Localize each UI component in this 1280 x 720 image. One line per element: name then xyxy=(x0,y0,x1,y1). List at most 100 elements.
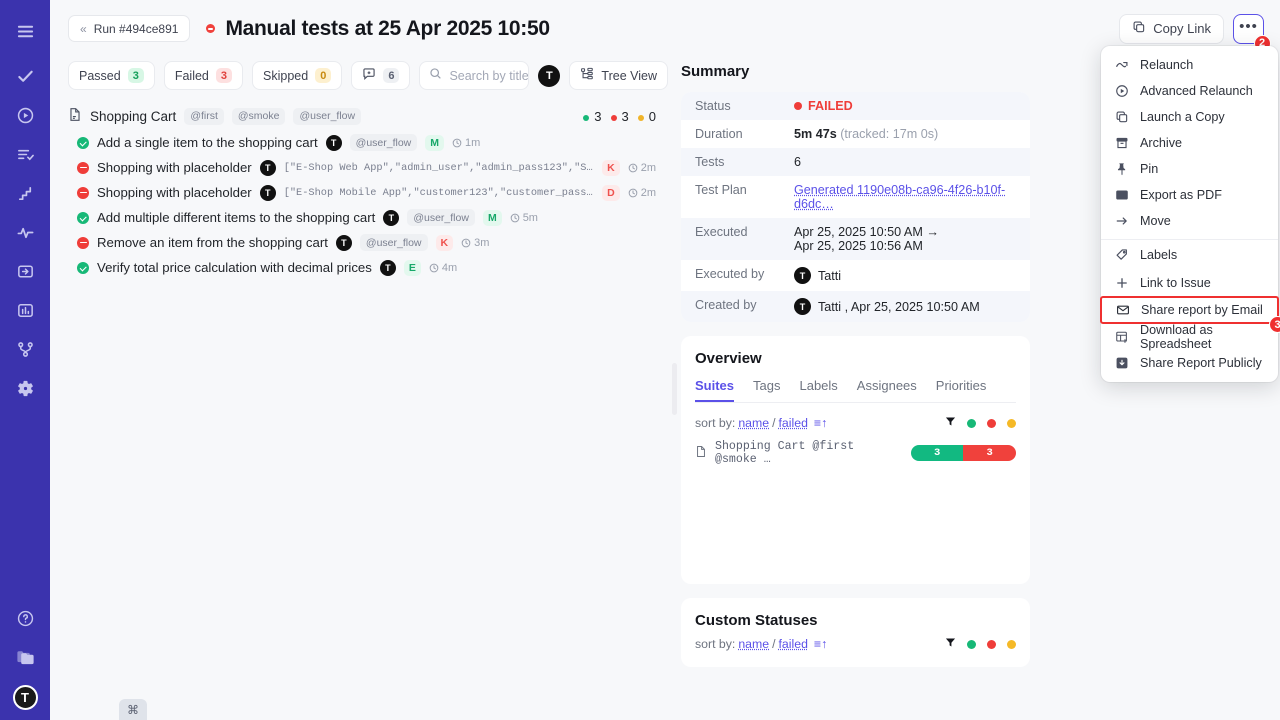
cs-sort-direction-toggle[interactable]: ≡↑ xyxy=(814,637,827,651)
more-options-menu: Relaunch Advanced Relaunch Launch a Copy Ar… xyxy=(1101,46,1278,382)
overview-tab-suites[interactable]: Suites xyxy=(695,378,734,402)
sort-by-name[interactable]: name xyxy=(738,416,769,430)
pane-divider[interactable] xyxy=(668,57,681,720)
test-row[interactable]: Verify total price calculation with deci… xyxy=(68,255,668,280)
overview-tab-labels[interactable]: Labels xyxy=(799,378,837,402)
user-avatar: T xyxy=(794,298,811,315)
copy-link-button[interactable]: Copy Link xyxy=(1119,14,1224,44)
search-input[interactable] xyxy=(449,69,529,83)
cs-filter-dot-passed[interactable] xyxy=(967,640,976,649)
overview-tab-assignees[interactable]: Assignees xyxy=(857,378,917,402)
filter-passed-label: Passed xyxy=(79,69,121,83)
user-name: Tatti , Apr 25, 2025 10:50 AM xyxy=(818,300,980,314)
tests-pane: Passed 3 Failed 3 Skipped 0 xyxy=(50,57,668,720)
filter-comments[interactable]: 6 xyxy=(351,61,410,90)
menu-item-export-as-pdf[interactable]: PDF Export as PDF xyxy=(1101,182,1278,208)
menu-item-relaunch[interactable]: Relaunch xyxy=(1101,52,1278,78)
test-duration: 2m xyxy=(628,162,656,174)
gear-icon[interactable] xyxy=(8,371,42,405)
menu-item-label: Pin xyxy=(1140,162,1158,176)
menu-icon[interactable] xyxy=(8,14,42,48)
filter-dot-failed[interactable] xyxy=(987,419,996,428)
cs-filter-dot-skipped[interactable] xyxy=(1007,640,1016,649)
test-row[interactable]: Shopping with placeholder T ["E-Shop Mobil… xyxy=(68,180,668,205)
steps-icon[interactable] xyxy=(8,176,42,210)
filter-funnel-icon[interactable] xyxy=(945,416,956,430)
filter-skipped[interactable]: Skipped 0 xyxy=(252,61,342,90)
test-plan-link[interactable]: Generated 1190e08b-ca96-4f26-b10f-d6dc… xyxy=(794,183,1005,211)
menu-item-move[interactable]: Move xyxy=(1101,208,1278,234)
suite-header[interactable]: Shopping Cart @first @smoke @user_flow 3… xyxy=(68,102,668,130)
search-box[interactable] xyxy=(419,61,529,90)
duration-value: 5m 47s xyxy=(794,127,837,141)
overview-suite-row[interactable]: Shopping Cart @first @smoke … 3 3 xyxy=(695,440,1016,466)
test-priority-badge: M xyxy=(483,210,502,226)
menu-item-link-to-issue[interactable]: Link to Issue xyxy=(1101,270,1278,296)
filter-failed[interactable]: Failed 3 xyxy=(164,61,243,90)
test-duration: 4m xyxy=(429,262,457,274)
test-status-pass-icon xyxy=(77,212,89,224)
cs-sort-by-name[interactable]: name xyxy=(738,637,769,651)
filter-passed[interactable]: Passed 3 xyxy=(68,61,155,90)
folder-icon[interactable] xyxy=(8,640,42,674)
menu-item-share-report-publicly[interactable]: Share Report Publicly xyxy=(1101,350,1278,376)
sort-by-failed[interactable]: failed xyxy=(779,416,808,430)
play-circle-icon[interactable] xyxy=(8,98,42,132)
test-row[interactable]: Remove an item from the shopping cart T @u… xyxy=(68,230,668,255)
tree-view-icon xyxy=(580,67,594,84)
menu-item-label: Move xyxy=(1140,214,1171,228)
summary-row: Executed by T Tatti xyxy=(681,260,1030,291)
branch-icon[interactable] xyxy=(8,332,42,366)
overview-filter-icons xyxy=(945,416,1016,430)
relaunch-icon xyxy=(1114,58,1129,72)
test-row[interactable]: Add a single item to the shopping cart T @… xyxy=(68,130,668,155)
menu-item-launch-a-copy[interactable]: Launch a Copy xyxy=(1101,104,1278,130)
test-name: Add multiple different items to the shop… xyxy=(97,210,375,225)
filter-dot-passed[interactable] xyxy=(967,419,976,428)
activity-icon[interactable] xyxy=(8,215,42,249)
divider-grip[interactable] xyxy=(672,363,677,415)
overview-tab-priorities[interactable]: Priorities xyxy=(936,378,987,402)
list-check-icon[interactable] xyxy=(8,137,42,171)
tree-view-label: Tree View xyxy=(601,69,657,83)
filter-skipped-label: Skipped xyxy=(263,69,308,83)
test-row[interactable]: Add multiple different items to the shop… xyxy=(68,205,668,230)
cs-sort-by-failed[interactable]: failed xyxy=(779,637,808,651)
filter-dot-skipped[interactable] xyxy=(1007,419,1016,428)
help-circle-icon[interactable] xyxy=(8,601,42,635)
filter-bar: Passed 3 Failed 3 Skipped 0 xyxy=(68,57,668,102)
back-to-run-button[interactable]: « Run #494ce891 xyxy=(68,15,190,42)
page-title: Manual tests at 25 Apr 2025 10:50 xyxy=(225,17,549,41)
menu-item-labels[interactable]: Labels xyxy=(1101,239,1278,270)
cs-filter-dot-failed[interactable] xyxy=(987,640,996,649)
tree-view-button[interactable]: Tree View xyxy=(569,61,668,90)
sidebar-avatar[interactable]: T xyxy=(13,685,38,710)
filter-failed-label: Failed xyxy=(175,69,209,83)
menu-item-download-as-spreadsheet[interactable]: Download as Spreadsheet xyxy=(1101,324,1278,350)
overview-tab-tags[interactable]: Tags xyxy=(753,378,780,402)
test-priority-badge: E xyxy=(404,260,421,276)
tests-check-icon[interactable] xyxy=(8,59,42,93)
menu-item-share-report-by-email[interactable]: Share report by Email 3 xyxy=(1100,296,1279,324)
menu-item-advanced-relaunch[interactable]: Advanced Relaunch xyxy=(1101,78,1278,104)
test-name: Shopping with placeholder xyxy=(97,160,252,175)
import-icon[interactable] xyxy=(8,254,42,288)
share-public-icon xyxy=(1114,356,1129,370)
menu-item-label: Relaunch xyxy=(1140,58,1193,72)
command-key-badge[interactable]: ⌘ xyxy=(119,699,147,720)
more-options-button[interactable]: ••• 2 xyxy=(1233,14,1264,44)
menu-item-archive[interactable]: Archive xyxy=(1101,130,1278,156)
suite-skipped: 0 xyxy=(638,109,656,124)
filter-funnel-icon[interactable] xyxy=(945,637,956,651)
filter-avatar[interactable]: T xyxy=(538,65,560,87)
menu-item-pin[interactable]: Pin xyxy=(1101,156,1278,182)
summary-key: Duration xyxy=(681,120,794,148)
file-icon xyxy=(695,445,707,462)
advanced-relaunch-icon xyxy=(1114,84,1129,98)
test-row[interactable]: Shopping with placeholder T ["E-Shop Web A… xyxy=(68,155,668,180)
overview-sortbar: sort by: name / failed ≡↑ xyxy=(695,403,1016,440)
svg-text:PDF: PDF xyxy=(1117,193,1126,198)
sort-direction-toggle[interactable]: ≡↑ xyxy=(814,416,827,430)
test-list: Add a single item to the shopping cart T @… xyxy=(68,130,668,280)
chart-bar-icon[interactable] xyxy=(8,293,42,327)
